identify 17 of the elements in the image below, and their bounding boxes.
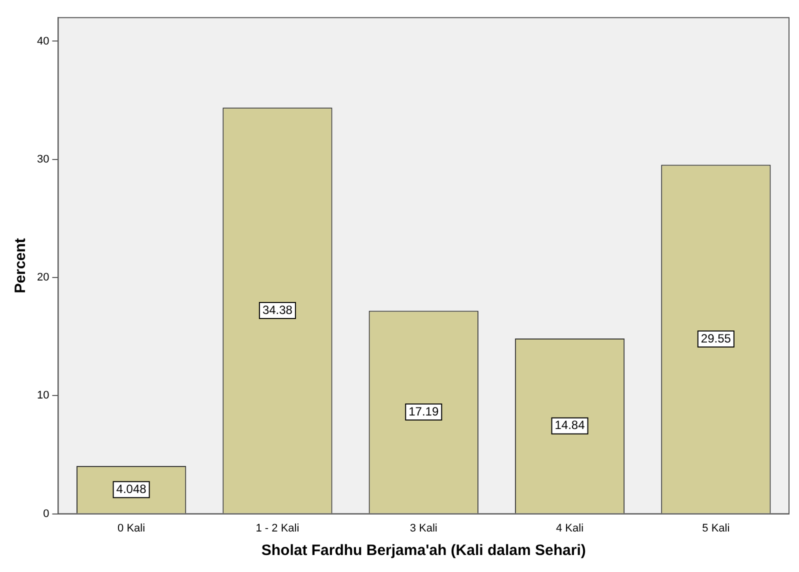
y-tick-label: 0 [43,508,50,520]
x-tick-label: 1 - 2 Kali [256,522,300,534]
y-tick-label: 40 [36,35,50,48]
x-tick-label: 0 Kali [118,522,146,534]
x-tick-label: 3 Kali [410,522,438,534]
data-label: 17.19 [408,404,439,418]
y-tick-label: 30 [36,153,50,166]
x-tick-label: 4 Kali [556,522,584,534]
x-axis-title: Sholat Fardhu Berjama'ah (Kali dalam Sehari) [261,542,586,560]
x-tick-label: 5 Kali [702,522,730,534]
data-label: 34.38 [262,302,293,317]
y-axis-title: Percent [12,238,30,294]
y-tick-label: 20 [36,272,50,284]
y-tick-label: 10 [36,390,50,402]
data-label: 29.55 [700,331,732,346]
data-label: 14.84 [554,418,586,432]
data-label: 4.048 [116,482,147,496]
